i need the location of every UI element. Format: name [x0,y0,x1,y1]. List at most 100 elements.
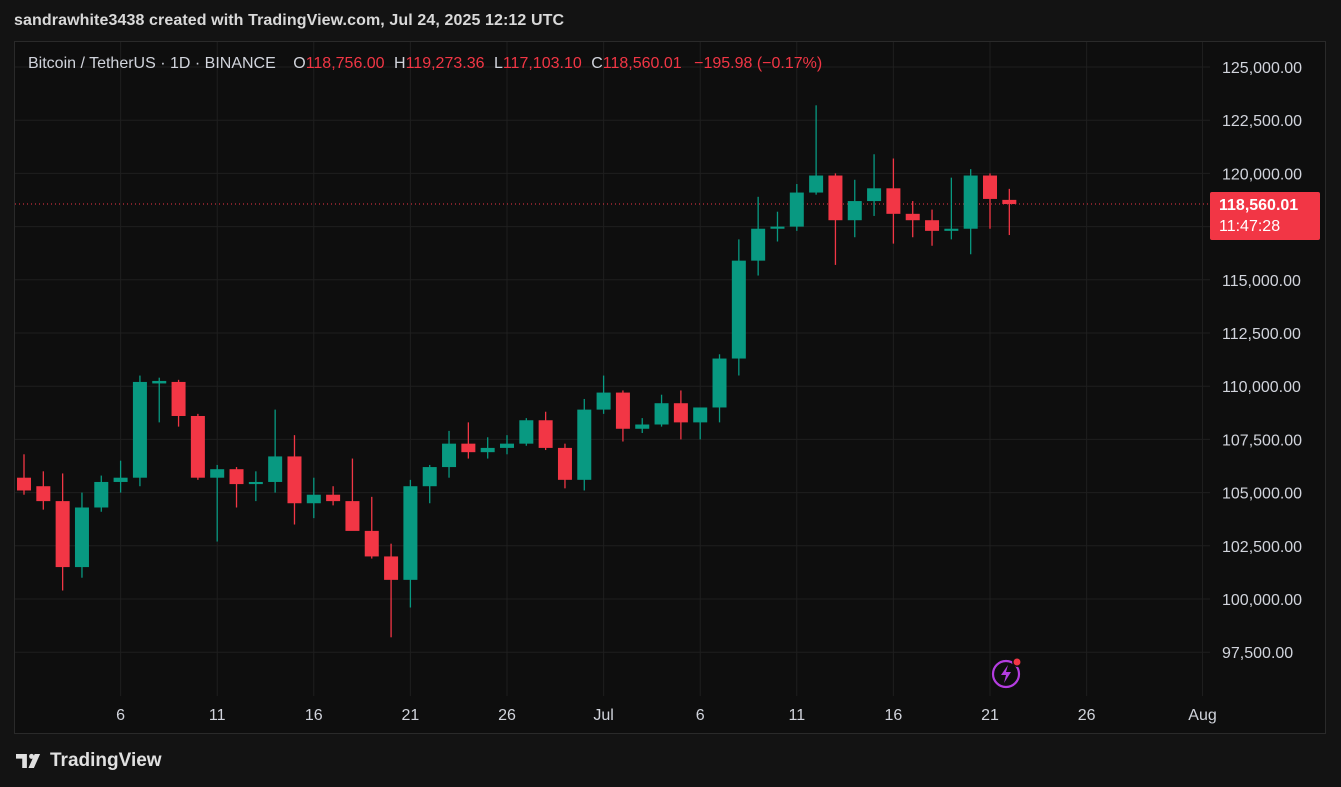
last-price-tag: 118,560.01 11:47:28 [1210,192,1320,240]
y-tick-label: 122,500.00 [1222,113,1302,130]
candles [17,105,1017,638]
candle-body [867,188,882,202]
x-tick-label: 6 [696,707,705,724]
candle-body [461,443,476,453]
candle-body [731,260,746,359]
candle-body [94,481,109,508]
candle-body [171,381,186,416]
x-tick-label: 16 [885,707,903,724]
bar-countdown: 11:47:28 [1219,218,1281,235]
candle-body [809,175,824,193]
candle-body [229,469,244,485]
chart-caption: sandrawhite3438 created with TradingView… [14,12,565,29]
candle-body [345,501,360,531]
candle-body [557,447,572,480]
ohlc-legend: Bitcoin / TetherUS · 1D · BINANCE O118,7… [28,55,822,73]
candle-body [384,556,399,580]
candle-body [673,403,688,423]
candle-body [983,175,997,199]
candle-body [925,220,940,231]
y-tick-label: 107,500.00 [1222,432,1302,449]
x-tick-label: Aug [1188,707,1216,724]
high-value: 119,273.36 [405,55,485,72]
brand-name: TradingView [50,750,162,771]
candle-body [268,456,283,482]
last-price-value: 118,560.01 [1219,197,1299,214]
candle-body [326,494,341,502]
candle-body [886,188,901,214]
candle-body [480,447,495,453]
candle-body [963,175,978,229]
candle-body [596,392,611,410]
y-tick-label: 120,000.00 [1222,166,1302,183]
candle-body [422,467,437,487]
candle-body [190,415,205,478]
close-label: C [591,55,603,72]
chart-panel[interactable] [14,41,1326,734]
x-tick-label: Jul [593,707,613,724]
x-tick-label: 26 [1078,707,1096,724]
x-tick-label: 21 [981,707,999,724]
x-tick-label: 26 [498,707,516,724]
candle-body [519,420,534,444]
candle-body [306,494,321,504]
candle-body [847,201,862,221]
candle-body [654,403,669,425]
y-tick-label: 125,000.00 [1222,60,1302,77]
y-tick-label: 115,000.00 [1222,273,1301,290]
price-axis: 97,500.00 100,000.00 102,500.00 105,000.00 1… [1222,60,1302,662]
candle-body [693,407,708,423]
candle-body [1002,199,1017,205]
candle-body [635,424,650,429]
y-tick-label: 102,500.00 [1222,539,1302,556]
candle-body [210,469,225,478]
candle-body [789,192,804,227]
candle-body [17,477,31,491]
open-label: O [293,55,306,72]
x-tick-label: 6 [116,707,125,724]
low-value: 117,103.10 [502,55,582,72]
time-axis: 6 11 16 21 26 Jul 6 11 16 21 26 Aug [116,707,1217,724]
lightning-alert-icon[interactable] [990,656,1024,690]
candle-body [74,507,89,568]
candle-body [55,501,70,568]
candle-body [36,486,51,502]
tradingview-footer[interactable]: TradingView [16,750,162,772]
candle-body [132,381,147,478]
candle-body [152,380,167,384]
open-value: 118,756.00 [305,55,385,72]
change-value: −195.98 (−0.17%) [694,55,823,72]
candle-body [364,530,379,557]
candle-body [287,456,302,504]
y-tick-label: 110,000.00 [1222,379,1301,396]
candle-body [905,213,920,221]
candle-body [944,228,959,231]
y-tick-label: 112,500.00 [1222,326,1301,343]
x-tick-label: 16 [305,707,323,724]
symbol-title[interactable]: Bitcoin / TetherUS · 1D · BINANCE [28,55,276,72]
candle-body [403,486,418,580]
tradingview-logo-icon [16,753,41,768]
candle-body [538,420,553,448]
close-value: 118,560.01 [602,55,682,72]
x-tick-label: 11 [209,707,226,724]
candle-body [615,392,630,429]
grid-lines [15,42,1210,696]
candle-body [828,175,843,221]
y-tick-label: 105,000.00 [1222,486,1302,503]
high-label: H [394,55,406,72]
candle-body [712,358,727,408]
low-label: L [493,55,503,72]
candle-body [751,228,766,261]
candle-body [770,226,785,229]
candle-body [577,409,592,480]
x-tick-label: 11 [788,707,805,724]
candle-body [113,477,128,482]
x-tick-label: 21 [402,707,420,724]
candle-body [500,443,514,448]
y-tick-label: 100,000.00 [1222,592,1302,609]
candle-body [248,481,263,485]
candle-body [442,443,457,468]
y-tick-label: 97,500.00 [1222,645,1293,662]
